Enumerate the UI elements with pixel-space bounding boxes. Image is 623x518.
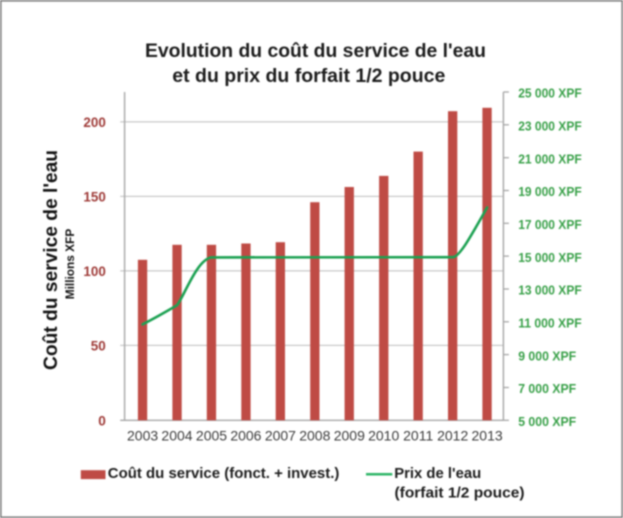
- svg-text:2004: 2004: [161, 428, 192, 444]
- svg-text:Prix de l'eau: Prix de l'eau: [394, 465, 481, 482]
- svg-text:2011: 2011: [403, 428, 433, 444]
- svg-text:17 000 XPF: 17 000 XPF: [518, 218, 582, 232]
- svg-text:50: 50: [91, 337, 106, 353]
- svg-text:Evolution du coût du service d: Evolution du coût du service de l'eau: [145, 40, 486, 62]
- svg-text:100: 100: [83, 263, 106, 279]
- svg-text:150: 150: [83, 188, 106, 204]
- svg-text:(forfait 1/2 pouce): (forfait 1/2 pouce): [395, 485, 525, 502]
- svg-text:9 000 XPF: 9 000 XPF: [518, 349, 576, 363]
- svg-text:2005: 2005: [196, 428, 227, 444]
- svg-text:7 000 XPF: 7 000 XPF: [518, 382, 576, 396]
- svg-text:0: 0: [98, 412, 106, 428]
- svg-text:15 000 XPF: 15 000 XPF: [518, 251, 582, 265]
- svg-text:2006: 2006: [230, 428, 261, 444]
- svg-text:2009: 2009: [334, 428, 365, 444]
- svg-text:2012: 2012: [437, 428, 468, 444]
- svg-text:Millions XFP: Millions XFP: [63, 229, 77, 300]
- svg-text:5 000 XPF: 5 000 XPF: [518, 415, 576, 429]
- svg-text:25 000 XPF: 25 000 XPF: [518, 87, 582, 101]
- svg-text:23 000 XPF: 23 000 XPF: [518, 120, 582, 134]
- svg-text:21 000 XPF: 21 000 XPF: [518, 152, 582, 166]
- svg-text:2007: 2007: [265, 428, 296, 444]
- svg-text:2010: 2010: [368, 428, 399, 444]
- svg-text:Coût du service de l'eau: Coût du service de l'eau: [41, 150, 62, 370]
- svg-text:2003: 2003: [127, 428, 158, 444]
- svg-text:11 000 XPF: 11 000 XPF: [518, 317, 582, 331]
- svg-text:Coût du service (fonct. + inve: Coût du service (fonct. + invest.): [108, 465, 340, 482]
- svg-text:2008: 2008: [299, 428, 330, 444]
- svg-text:200: 200: [83, 114, 106, 130]
- svg-text:19 000 XPF: 19 000 XPF: [518, 185, 582, 199]
- svg-text:13 000 XPF: 13 000 XPF: [518, 284, 582, 298]
- svg-text:2013: 2013: [472, 428, 503, 444]
- svg-text:et du prix du forfait 1/2 pouc: et du prix du forfait 1/2 pouce: [172, 65, 445, 87]
